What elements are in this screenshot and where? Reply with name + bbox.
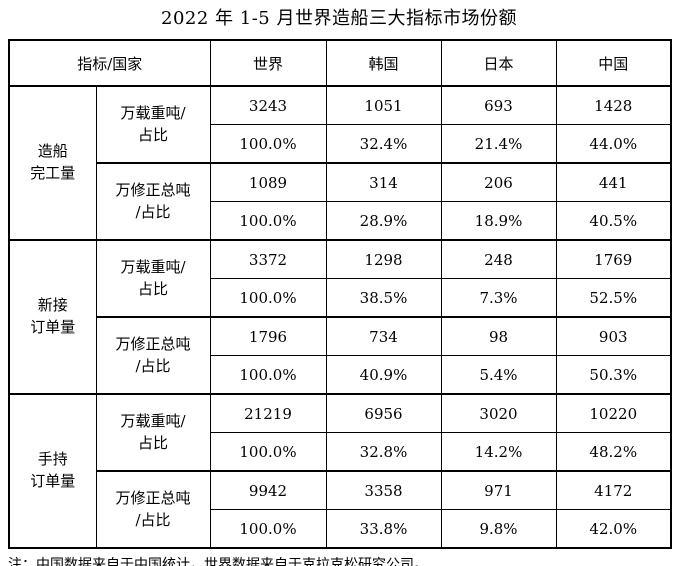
value-cell: 4172 (555, 470, 672, 510)
share-cell: 5.4% (440, 355, 557, 395)
value-cell: 734 (325, 316, 442, 356)
share-cell: 14.2% (440, 432, 557, 472)
share-cell: 33.8% (325, 509, 442, 549)
value-cell: 3358 (325, 470, 442, 510)
share-cell: 7.3% (440, 278, 557, 318)
share-cell: 40.5% (555, 201, 672, 241)
corner-header-cell: 指标/国家 (8, 39, 211, 87)
page-title: 2022 年 1-5 月世界造船三大指标市场份额 (161, 8, 517, 29)
value-cell: 1796 (209, 316, 327, 356)
table-row: 100.0% 40.9% 5.4% 50.3% (9, 355, 672, 395)
group-label-orderbook: 手持 订单量 (8, 393, 97, 549)
value-cell: 1298 (325, 239, 442, 279)
table-row: 100.0% 33.8% 9.8% 42.0% (9, 509, 672, 549)
value-cell: 248 (440, 239, 557, 279)
unit-label-cell: 万载重吨/ 占比 (95, 239, 211, 318)
value-cell: 10220 (555, 393, 672, 433)
share-cell: 32.8% (325, 432, 442, 472)
share-cell: 40.9% (325, 355, 442, 395)
value-cell: 693 (440, 85, 557, 125)
share-cell: 28.9% (325, 201, 442, 241)
share-cell: 48.2% (555, 432, 672, 472)
share-cell: 18.9% (440, 201, 557, 241)
value-cell: 1769 (555, 239, 672, 279)
table-row: 100.0% 38.5% 7.3% 52.5% (9, 278, 672, 318)
value-cell: 3020 (440, 393, 557, 433)
country-header-china: 中国 (555, 39, 672, 87)
value-cell: 1051 (325, 85, 442, 125)
value-cell: 314 (325, 162, 442, 202)
value-cell: 98 (440, 316, 557, 356)
unit-label-cell: 万修正总吨 /占比 (95, 470, 211, 549)
share-cell: 100.0% (209, 124, 327, 164)
country-header-world: 世界 (209, 39, 327, 87)
value-cell: 21219 (209, 393, 327, 433)
table-row: 造船 完工量 万载重吨/ 占比 3243 1051 693 1428 (8, 85, 672, 241)
value-cell: 441 (555, 162, 672, 202)
share-cell: 100.0% (209, 432, 327, 472)
value-cell: 206 (440, 162, 557, 202)
table-row: 手持 订单量 万载重吨/ 占比 21219 6956 3020 10220 (8, 393, 672, 549)
table-row: 100.0% 28.9% 18.9% 40.5% (9, 201, 672, 241)
share-cell: 100.0% (209, 201, 327, 241)
table-row: 100.0% 32.4% 21.4% 44.0% (9, 124, 672, 164)
share-cell: 42.0% (555, 509, 672, 549)
value-cell: 903 (555, 316, 672, 356)
share-cell: 50.3% (555, 355, 672, 395)
share-cell: 100.0% (209, 355, 327, 395)
table-row: 新接 订单量 万载重吨/ 占比 3372 1298 248 1769 (8, 239, 672, 395)
value-cell: 1089 (209, 162, 327, 202)
unit-label-cell: 万修正总吨 /占比 (95, 316, 211, 395)
value-cell: 3372 (209, 239, 327, 279)
value-cell: 9942 (209, 470, 327, 510)
header-row: 指标/国家 世界 韩国 日本 中国 (8, 39, 672, 87)
unit-label-cell: 万修正总吨 /占比 (95, 162, 211, 241)
share-cell: 21.4% (440, 124, 557, 164)
group-label-completions: 造船 完工量 (8, 85, 97, 241)
table-row: 100.0% 32.8% 14.2% 48.2% (9, 432, 672, 472)
table-row: 万修正总吨 /占比 1089 314 206 441 (9, 162, 672, 241)
table-row: 万修正总吨 /占比 9942 3358 971 4172 (9, 470, 672, 549)
country-header-korea: 韩国 (325, 39, 442, 87)
share-cell: 100.0% (209, 509, 327, 549)
share-cell: 38.5% (325, 278, 442, 318)
market-share-table: 指标/国家 世界 韩国 日本 中国 造船 完工量 万载重吨/ 占比 3243 1… (8, 39, 672, 549)
share-cell: 9.8% (440, 509, 557, 549)
value-cell: 1428 (555, 85, 672, 125)
country-header-japan: 日本 (440, 39, 557, 87)
footnote: 注：中国数据来自于中国统计，世界数据来自于克拉克松研究公司。 (8, 557, 428, 566)
group-label-new-orders: 新接 订单量 (8, 239, 97, 395)
value-cell: 6956 (325, 393, 442, 433)
share-cell: 52.5% (555, 278, 672, 318)
value-cell: 971 (440, 470, 557, 510)
unit-label-cell: 万载重吨/ 占比 (95, 85, 211, 164)
unit-label-cell: 万载重吨/ 占比 (95, 393, 211, 472)
share-cell: 32.4% (325, 124, 442, 164)
share-cell: 100.0% (209, 278, 327, 318)
table-row: 万修正总吨 /占比 1796 734 98 903 (9, 316, 672, 395)
value-cell: 3243 (209, 85, 327, 125)
share-cell: 44.0% (555, 124, 672, 164)
